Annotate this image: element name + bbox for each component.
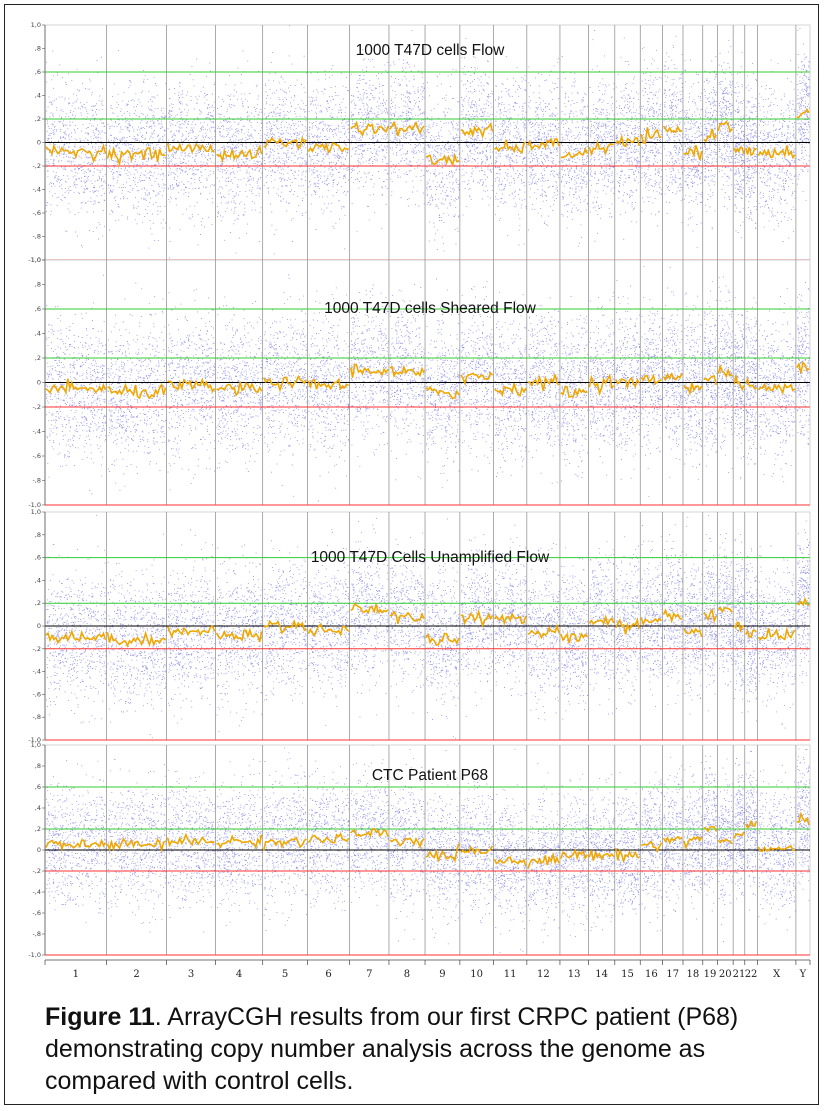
segment-line — [45, 596, 810, 648]
chromosome-label: Y — [799, 969, 807, 980]
y-tick-label: -,4 — [32, 888, 41, 896]
y-tick-label: 1,0 — [31, 21, 41, 29]
chromosome-label: X — [773, 969, 781, 980]
arraycgh-chart: 1,0 ,8 ,6 ,4 ,2 0 -,2 -,4 -,6 -,8 -1,0 1000 T47D ce… — [28, 21, 811, 980]
y-tick-label: -,8 — [32, 233, 41, 241]
chromosome-label: 12 — [537, 969, 550, 980]
chromosome-label: 6 — [325, 969, 331, 980]
chromosome-label: 21 — [733, 969, 746, 980]
chromosome-label: 1 — [73, 969, 79, 980]
y-tick-label: -,4 — [32, 428, 41, 436]
chromosome-label: 15 — [621, 969, 634, 980]
y-tick-label: 1,0 — [31, 256, 41, 264]
chromosome-label: 9 — [439, 969, 445, 980]
segment-line — [45, 108, 810, 168]
figure-caption: Figure 11. ArrayCGH results from our fir… — [45, 1001, 805, 1097]
y-tick-label: -,6 — [32, 452, 41, 460]
y-tick-label: ,2 — [35, 354, 41, 362]
x-axis: 1 2 3 4 5 6 7 8 9 10 11 12 13 14 15 16 17 18 19 20 21 22 X Y — [44, 959, 811, 980]
chromosome-label: 14 — [595, 969, 608, 980]
y-tick-label: -,8 — [32, 930, 41, 938]
y-tick-label: -1,0 — [28, 736, 41, 744]
y-tick-label: ,6 — [35, 305, 41, 313]
y-tick-label: 0 — [37, 846, 41, 854]
chromosome-label: 19 — [704, 969, 717, 980]
y-tick-label: ,8 — [35, 45, 41, 53]
y-tick-label: ,4 — [35, 576, 41, 584]
chromosome-label: 17 — [666, 969, 679, 980]
y-tick-label: -1,0 — [28, 256, 41, 264]
y-tick-label: ,8 — [35, 531, 41, 539]
y-tick-label: -,8 — [32, 713, 41, 721]
y-tick-label: ,2 — [35, 599, 41, 607]
chromosome-label: 2 — [133, 969, 139, 980]
chromosome-label: 5 — [282, 969, 288, 980]
y-tick-label: -,2 — [32, 867, 41, 875]
figure-label: Figure 11 — [45, 1003, 155, 1031]
figure-caption-text: . ArrayCGH results from our first CRPC p… — [45, 1003, 739, 1095]
chromosome-label: 10 — [470, 969, 483, 980]
y-tick-label: 0 — [37, 379, 41, 387]
y-tick-label: ,6 — [35, 554, 41, 562]
panel-2: 1,0 ,8 ,6 ,4 ,2 0 -,2 -,4 -,6 -,8 -1,0 1000 T47D ce… — [28, 256, 811, 509]
segment-line — [45, 811, 810, 869]
probe-points — [46, 25, 810, 259]
chromosome-label: 16 — [645, 969, 658, 980]
y-tick-label: ,8 — [35, 281, 41, 289]
panel-title: CTC Patient P68 — [372, 767, 488, 784]
y-tick-label: -,4 — [32, 186, 41, 194]
y-tick-label: ,4 — [35, 330, 41, 338]
y-tick-label: -,2 — [32, 403, 41, 411]
y-tick-label: -,2 — [32, 645, 41, 653]
y-tick-label: ,8 — [35, 762, 41, 770]
y-tick-label: ,6 — [35, 68, 41, 76]
y-tick-label: -,6 — [32, 690, 41, 698]
panel-1: 1,0 ,8 ,6 ,4 ,2 0 -,2 -,4 -,6 -,8 -1,0 1000 T47D ce… — [28, 21, 811, 264]
chromosome-label: 3 — [188, 969, 194, 980]
panel-title: 1000 T47D cells Flow — [356, 42, 506, 59]
probe-points — [46, 514, 810, 739]
panel-3: 1,0 ,8 ,6 ,4 ,2 0 -,2 -,4 -,6 -,8 -1,0 1000 T47D Ce… — [28, 508, 811, 744]
y-tick-label: 0 — [37, 622, 41, 630]
y-tick-label: ,4 — [35, 92, 41, 100]
y-tick-label: -,2 — [32, 162, 41, 170]
y-tick-label: 1,0 — [31, 508, 41, 516]
panel-title: 1000 T47D cells Sheared Flow — [324, 300, 536, 317]
y-tick-label: 0 — [37, 139, 41, 147]
chromosome-label: 4 — [236, 969, 242, 980]
y-tick-label: -,6 — [32, 209, 41, 217]
y-tick-label: -1,0 — [28, 501, 41, 509]
y-tick-label: ,2 — [35, 825, 41, 833]
chromosome-label: 8 — [404, 969, 410, 980]
chromosome-label: 13 — [568, 969, 581, 980]
y-tick-label: ,4 — [35, 804, 41, 812]
chromosome-label: 22 — [745, 969, 758, 980]
chromosome-label: 11 — [504, 969, 517, 980]
y-tick-label: -,4 — [32, 668, 41, 676]
chromosome-label: 18 — [687, 969, 700, 980]
y-tick-label: ,2 — [35, 115, 41, 123]
y-tick-label: ,6 — [35, 783, 41, 791]
panel-4: 1,0 ,8 ,6 ,4 ,2 0 -,2 -,4 -,6 -,8 -1,0 CTC Patient … — [28, 741, 811, 959]
panel-title: 1000 T47D Cells Unamplified Flow — [311, 549, 550, 566]
chromosome-label: 7 — [366, 969, 372, 980]
y-tick-label: -,6 — [32, 909, 41, 917]
segment-line — [45, 360, 810, 400]
y-tick-label: -1,0 — [28, 951, 41, 959]
probe-points — [46, 266, 810, 502]
y-tick-label: 1,0 — [31, 741, 41, 749]
y-tick-label: -,8 — [32, 477, 41, 485]
chromosome-label: 20 — [719, 969, 732, 980]
figure-frame: 1,0 ,8 ,6 ,4 ,2 0 -,2 -,4 -,6 -,8 -1,0 1000 T47D ce… — [4, 4, 819, 1105]
